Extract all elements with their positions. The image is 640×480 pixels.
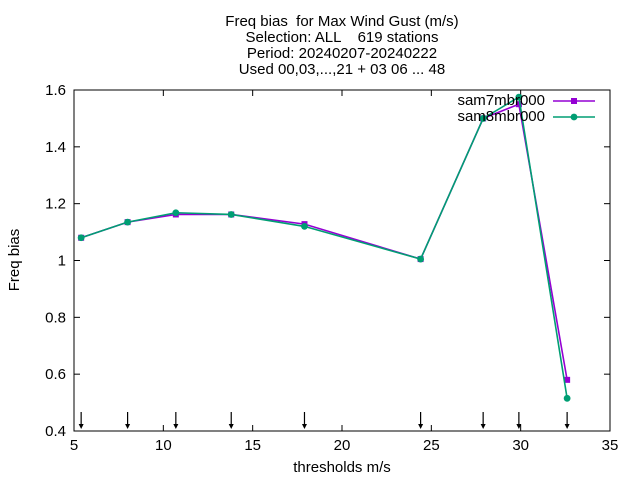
y-tick-label: 1.6 xyxy=(45,82,66,99)
x-tick-label: 20 xyxy=(334,437,351,454)
y-tick-label: 0.8 xyxy=(45,309,66,326)
y-tick-label: 0.4 xyxy=(45,423,66,440)
x-axis: 5 10 15 20 25 30 35 xyxy=(70,90,619,454)
title-line-2: Selection: ALL 619 stations xyxy=(246,29,439,46)
legend-marker-sam8mbr000 xyxy=(571,114,578,121)
data-point-sam8mbr000 xyxy=(172,209,179,216)
title-line-3: Period: 20240207-20240222 xyxy=(247,45,437,62)
threshold-arrow-icon xyxy=(481,412,486,429)
threshold-arrow-icon xyxy=(125,412,130,429)
data-point-sam8mbr000 xyxy=(124,219,131,226)
threshold-arrow-icon xyxy=(79,412,84,429)
plot-frame xyxy=(74,90,610,431)
legend-label-sam8mbr000: sam8mbr000 xyxy=(457,108,545,125)
legend: sam7mbr000 sam8mbr000 xyxy=(457,92,595,125)
data-point-sam8mbr000 xyxy=(78,234,85,241)
x-tick-label: 15 xyxy=(244,437,261,454)
threshold-markers xyxy=(79,412,570,429)
threshold-arrow-icon xyxy=(229,412,234,429)
y-tick-label: 1.4 xyxy=(45,139,66,156)
threshold-arrow-icon xyxy=(565,412,570,429)
data-point-sam8mbr000 xyxy=(301,223,308,230)
y-tick-label: 1.2 xyxy=(45,196,66,213)
x-tick-label: 10 xyxy=(155,437,172,454)
chart-title: Freq bias for Max Wind Gust (m/s) Select… xyxy=(225,13,458,78)
x-tick-label: 5 xyxy=(70,437,78,454)
legend-marker-sam7mbr000 xyxy=(571,98,577,104)
legend-label-sam7mbr000: sam7mbr000 xyxy=(457,92,545,109)
threshold-arrow-icon xyxy=(173,412,178,429)
series-layer xyxy=(78,94,571,402)
x-tick-label: 25 xyxy=(423,437,440,454)
series-line-sam7mbr000 xyxy=(81,104,567,380)
x-axis-label: thresholds m/s xyxy=(293,459,391,476)
y-tick-label: 0.6 xyxy=(45,366,66,383)
x-tick-label: 35 xyxy=(602,437,619,454)
x-tick-label: 30 xyxy=(512,437,529,454)
title-line-4: Used 00,03,...,21 + 03 06 ... 48 xyxy=(239,61,445,78)
data-point-sam8mbr000 xyxy=(564,395,571,402)
y-axis-label: Freq bias xyxy=(6,229,23,292)
series-line-sam8mbr000 xyxy=(81,97,567,398)
data-point-sam8mbr000 xyxy=(228,211,235,218)
title-line-1: Freq bias for Max Wind Gust (m/s) xyxy=(225,13,458,30)
y-tick-label: 1 xyxy=(58,253,66,270)
threshold-arrow-icon xyxy=(418,412,423,429)
data-point-sam8mbr000 xyxy=(417,256,424,263)
threshold-arrow-icon xyxy=(302,412,307,429)
